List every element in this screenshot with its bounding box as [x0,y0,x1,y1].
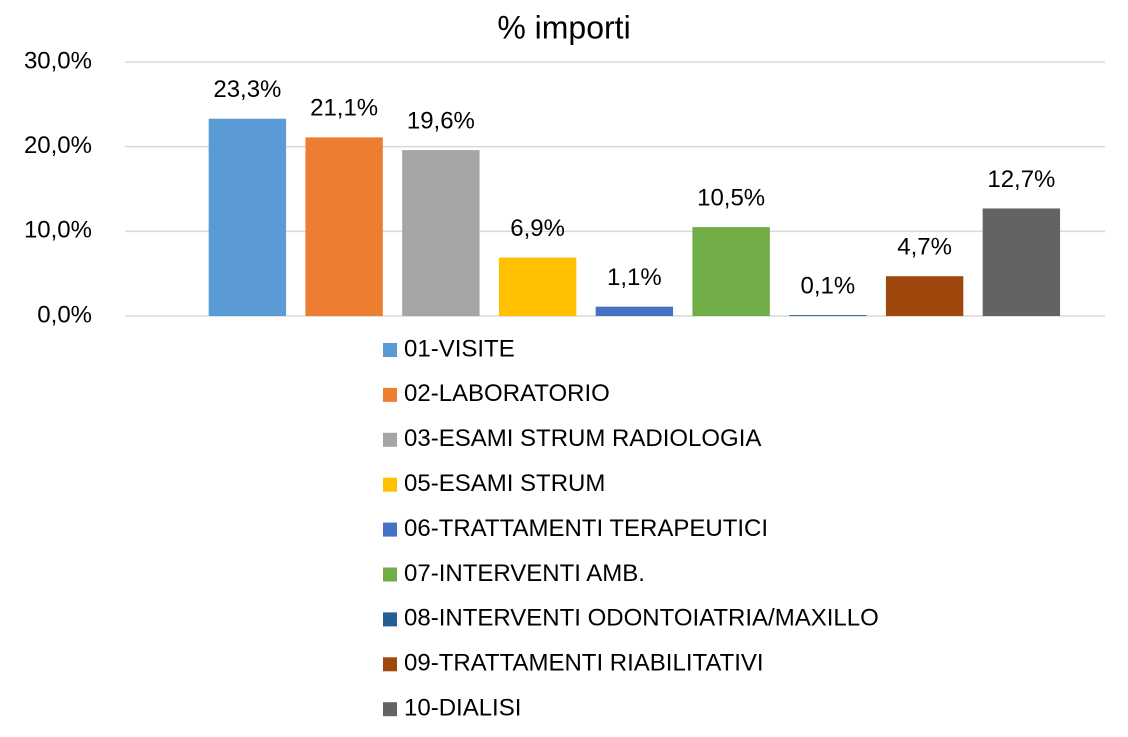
bar [982,208,1061,316]
bar [595,306,674,316]
y-tick-label: 20,0% [24,132,92,159]
y-tick-label: 10,0% [24,217,92,244]
legend-swatch [383,432,397,447]
legend-label: 05-ESAMI STRUM [404,470,605,497]
bar [402,150,480,316]
data-label: 12,7% [987,166,1055,193]
legend-swatch [383,657,397,672]
bar [885,276,964,316]
bar [305,137,383,316]
data-label: 6,9% [510,215,565,242]
legend-swatch [383,612,397,627]
bar [692,227,770,316]
data-label: 1,1% [607,264,662,291]
y-tick-label: 30,0% [24,47,92,74]
legend-swatch [383,387,397,402]
legend-label: 07-INTERVENTI AMB. [404,560,645,587]
legend-label: 01-VISITE [404,335,515,362]
data-label: 0,1% [801,272,856,299]
y-tick-label: 0,0% [37,301,92,328]
data-label: 4,7% [897,234,952,261]
legend-swatch [383,702,397,717]
bar [789,315,867,316]
legend-label: 02-LABORATORIO [404,380,610,407]
legend-label: 10-DIALISI [404,695,521,722]
legend-label: 06-TRATTAMENTI TERAPEUTICI [404,515,768,542]
bar [208,118,287,316]
legend-label: 09-TRATTAMENTI RIABILITATIVI [404,650,764,677]
chart-title: % importi [497,9,630,45]
legend-swatch [383,477,397,492]
legend-swatch [383,567,397,582]
data-label: 23,3% [213,76,281,103]
legend-swatch [383,343,397,357]
data-label: 21,1% [310,95,378,122]
legend-label: 03-ESAMI STRUM RADIOLOGIA [404,425,761,452]
legend-label: 08-INTERVENTI ODONTOIATRIA/MAXILLO [404,605,879,632]
data-label: 10,5% [697,184,765,211]
data-label: 19,6% [407,107,475,134]
bar [498,257,577,316]
legend-swatch [383,522,397,537]
